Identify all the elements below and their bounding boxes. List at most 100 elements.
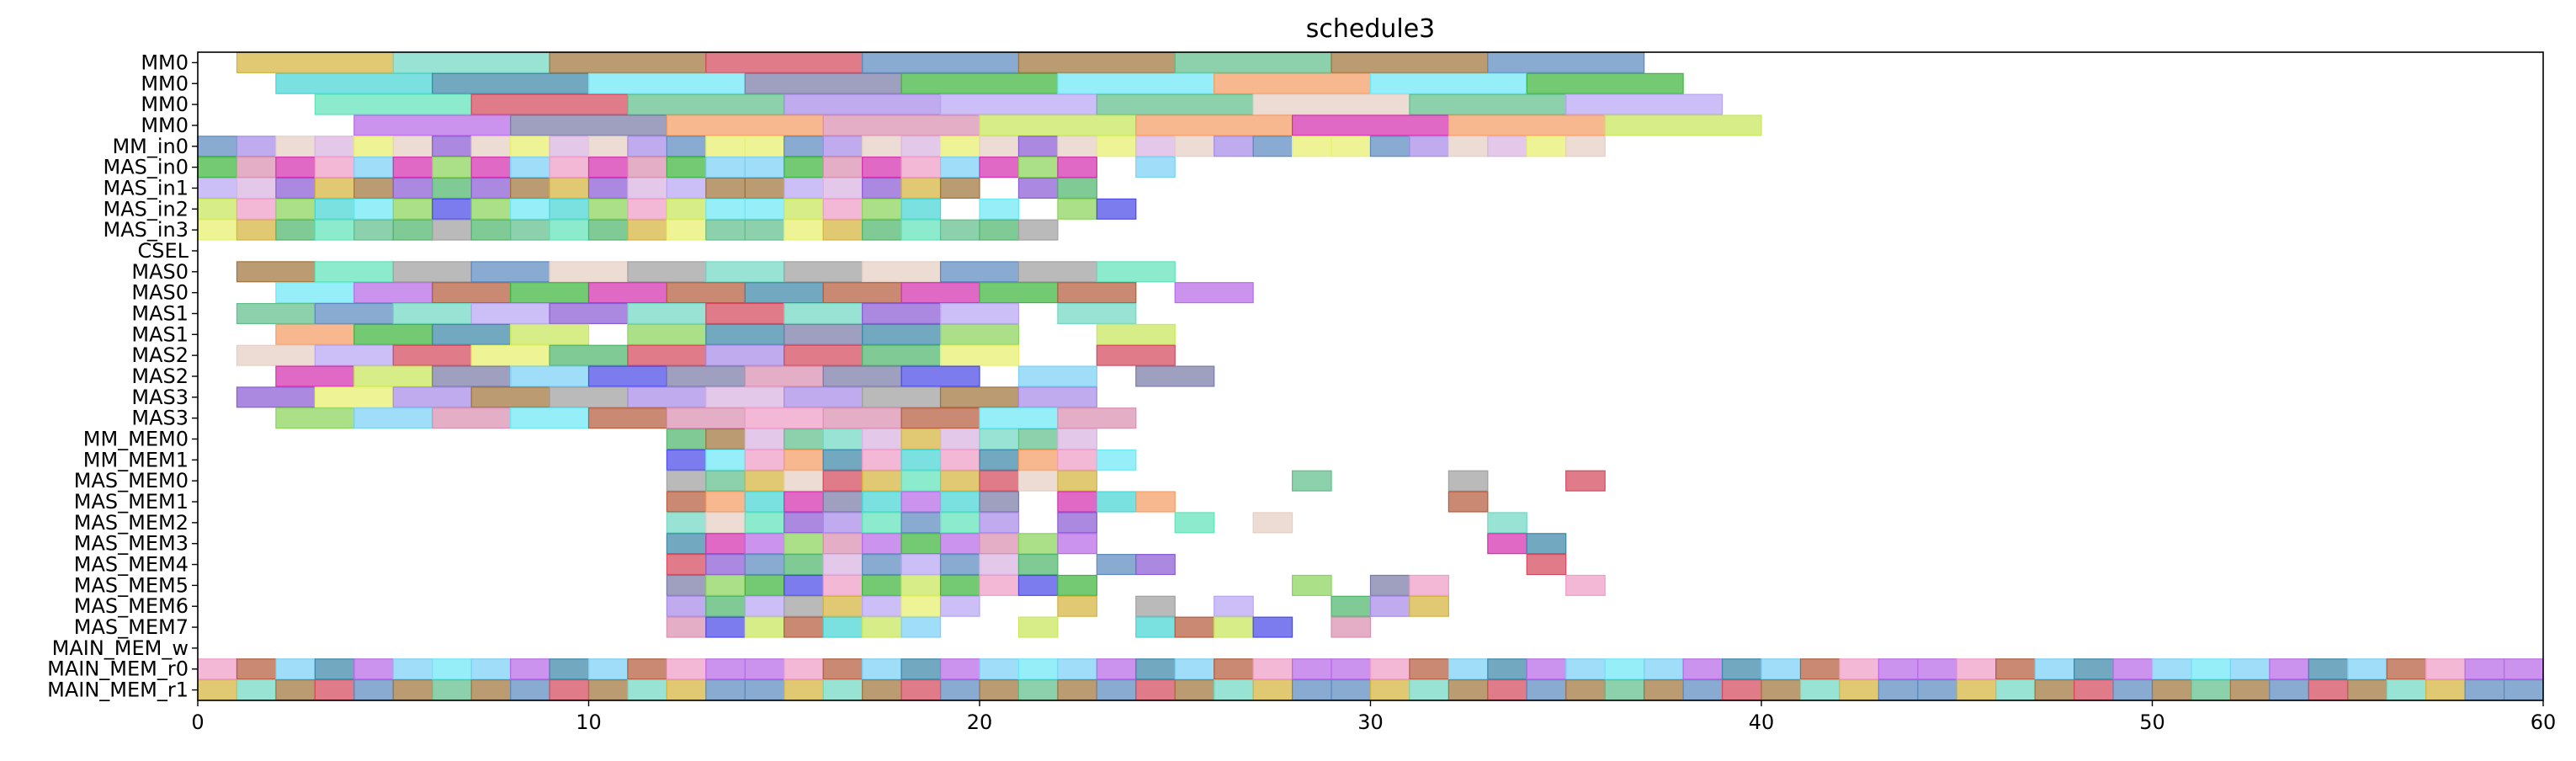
- task-bar: [392, 157, 433, 178]
- task-bar: [627, 302, 707, 325]
- task-bar: [744, 157, 785, 178]
- task-bar: [666, 428, 707, 450]
- task-bar: [979, 554, 1020, 576]
- y-tick-label: MAS2: [131, 365, 189, 388]
- task-bar: [197, 177, 238, 199]
- task-bar: [979, 157, 1020, 178]
- task-bar: [1174, 658, 1215, 680]
- task-bar: [2269, 658, 2309, 680]
- y-tick-label: MM_MEM1: [83, 448, 189, 471]
- task-bar: [1330, 595, 1372, 617]
- y-tick-label: MAS_MEM1: [74, 490, 189, 514]
- task-bar: [1096, 449, 1137, 471]
- task-bar: [822, 177, 863, 199]
- task-bar: [783, 261, 863, 283]
- task-bar: [236, 386, 316, 408]
- task-bar: [783, 136, 824, 157]
- task-bar: [1017, 365, 1097, 387]
- task-bar: [1526, 658, 1567, 680]
- task-bar: [1135, 616, 1176, 638]
- task-bar: [1330, 679, 1372, 701]
- y-tick-label: MAS2: [131, 343, 189, 367]
- task-bar: [744, 449, 785, 471]
- task-bar: [705, 386, 785, 408]
- task-bar: [979, 219, 1020, 241]
- task-bar: [939, 386, 1020, 408]
- task-bar: [2191, 679, 2231, 701]
- task-bar: [979, 407, 1059, 429]
- task-bar: [2112, 679, 2154, 701]
- task-bar: [549, 261, 629, 283]
- task-bar: [392, 51, 550, 73]
- task-bar: [1135, 595, 1176, 617]
- task-bar: [666, 595, 707, 617]
- task-bar: [1565, 93, 1724, 115]
- task-bar: [432, 157, 472, 178]
- x-axis-ticks: 0 10 20 30 40 50 60: [191, 700, 2556, 734]
- task-bar: [1174, 282, 1254, 304]
- task-bar: [1291, 136, 1332, 157]
- task-bar: [1565, 658, 1606, 680]
- task-bar: [1017, 470, 1059, 492]
- task-bar: [1330, 658, 1372, 680]
- task-bar: [822, 616, 863, 638]
- task-bar: [470, 219, 512, 241]
- task-bar: [862, 533, 902, 555]
- task-bar: [392, 261, 472, 283]
- task-bar: [783, 177, 824, 199]
- task-bar: [939, 533, 980, 555]
- task-bar: [2034, 679, 2075, 701]
- task-bar: [666, 533, 707, 555]
- task-bar: [392, 658, 433, 680]
- task-bar: [1057, 470, 1097, 492]
- task-bar: [1017, 136, 1059, 157]
- task-bar: [314, 658, 355, 680]
- task-bar: [1057, 595, 1097, 617]
- y-tick-label: MAS_MEM3: [74, 532, 189, 556]
- task-bar: [432, 219, 472, 241]
- task-bar: [666, 282, 746, 304]
- task-bar: [862, 344, 942, 366]
- task-bar: [862, 323, 942, 345]
- task-bar: [939, 261, 1020, 283]
- task-bar: [1604, 679, 1645, 701]
- task-bar: [1096, 198, 1137, 220]
- task-bar: [744, 574, 785, 596]
- task-bar: [314, 302, 394, 325]
- task-bar: [1644, 658, 1684, 680]
- task-bar: [1409, 679, 1449, 701]
- task-bar: [1565, 470, 1606, 492]
- task-bar: [1369, 574, 1410, 596]
- task-bar: [1409, 574, 1449, 596]
- task-bar: [1409, 93, 1567, 115]
- task-bar: [1369, 658, 1410, 680]
- task-bar: [900, 574, 942, 596]
- task-bar: [587, 679, 629, 701]
- task-bar: [862, 177, 902, 199]
- task-bar: [705, 261, 785, 283]
- task-bar: [783, 344, 863, 366]
- task-bar: [2386, 658, 2427, 680]
- task-bar: [783, 219, 824, 241]
- task-bar: [314, 386, 394, 408]
- task-bar: [549, 177, 590, 199]
- task-bar: [1017, 261, 1097, 283]
- task-bar: [392, 386, 472, 408]
- task-bar: [783, 616, 824, 638]
- task-bar: [666, 157, 707, 178]
- task-bar: [2503, 658, 2544, 680]
- task-bar: [470, 93, 629, 115]
- task-bar: [314, 219, 355, 241]
- task-bar: [1487, 51, 1645, 73]
- task-bar: [2386, 679, 2427, 701]
- task-bar: [1017, 554, 1059, 576]
- task-bar: [862, 386, 942, 408]
- task-bar: [1291, 114, 1449, 136]
- task-bar: [1057, 658, 1097, 680]
- task-bar: [2074, 679, 2114, 701]
- task-bar: [1057, 574, 1097, 596]
- task-bar: [1447, 658, 1489, 680]
- task-bar: [1995, 679, 2036, 701]
- x-tick-label: 50: [2139, 710, 2165, 734]
- task-bar: [666, 449, 707, 471]
